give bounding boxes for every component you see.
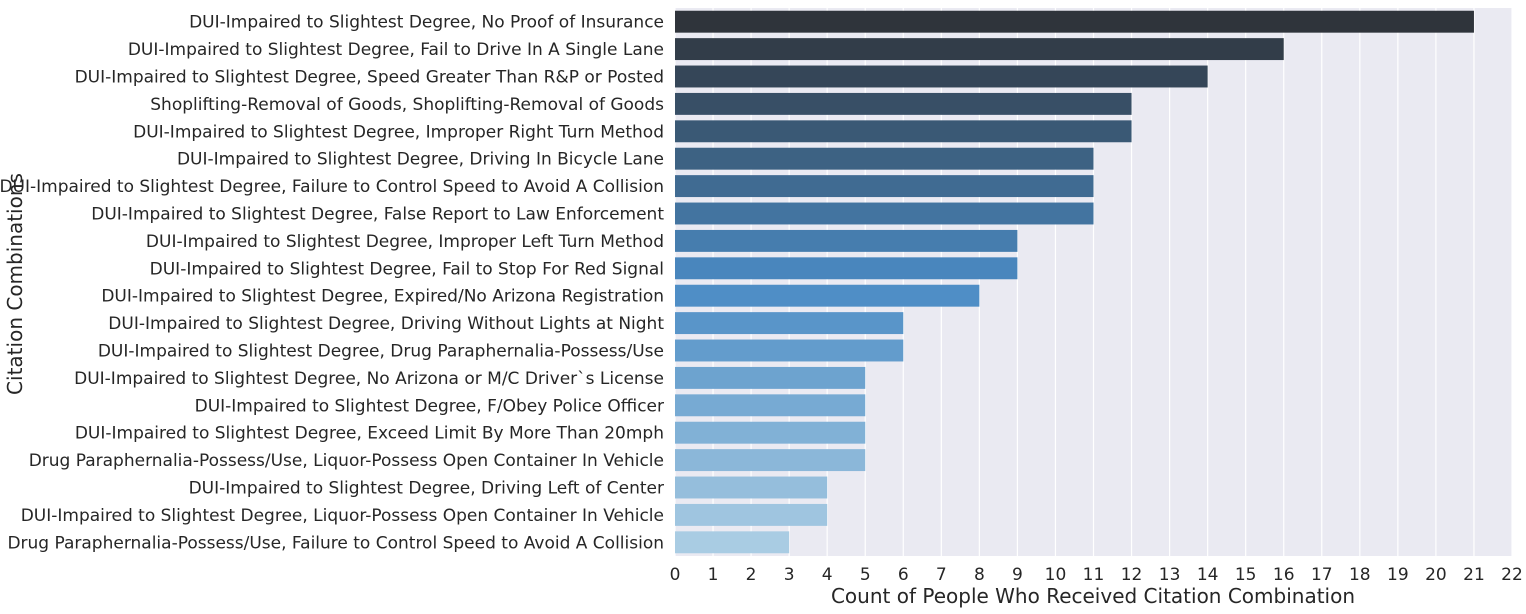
bar [675, 312, 904, 335]
category-label: DUI-Impaired to Slightest Degree, No Pro… [189, 13, 664, 33]
category-label: DUI-Impaired to Slightest Degree, Drivin… [108, 314, 664, 334]
x-axis-title: Count of People Who Received Citation Co… [831, 584, 1355, 608]
x-tick-label: 19 [1387, 565, 1409, 585]
bar [675, 476, 828, 499]
bars [675, 10, 1474, 554]
category-label: DUI-Impaired to Slightest Degree, Improp… [146, 232, 664, 252]
bar [675, 421, 866, 444]
x-tick-label: 20 [1425, 565, 1447, 585]
x-tick-label: 4 [822, 565, 833, 585]
x-tick-label: 8 [974, 565, 985, 585]
category-label: DUI-Impaired to Slightest Degree, Expire… [101, 287, 664, 307]
x-tick-label: 1 [708, 565, 719, 585]
category-label: DUI-Impaired to Slightest Degree, Drug P… [98, 342, 664, 362]
x-tick-label: 0 [670, 565, 681, 585]
bar [675, 65, 1208, 88]
x-tick-label: 14 [1197, 565, 1219, 585]
bar [675, 394, 866, 417]
bar [675, 147, 1094, 170]
x-tick-label: 9 [1012, 565, 1023, 585]
y-axis-title: Citation Combinations [3, 173, 27, 395]
x-tick-label: 11 [1083, 565, 1105, 585]
bar [675, 503, 828, 526]
bar [675, 38, 1284, 61]
bar [675, 366, 866, 389]
category-label: DUI-Impaired to Slightest Degree, Speed … [75, 68, 664, 88]
x-tick-label: 5 [860, 565, 871, 585]
category-label: Drug Paraphernalia-Possess/Use, Liquor-P… [29, 451, 664, 471]
bar [675, 175, 1094, 198]
x-tick-label: 10 [1045, 565, 1067, 585]
bar [675, 202, 1094, 225]
category-label: DUI-Impaired to Slightest Degree, Drivin… [189, 479, 664, 499]
x-tick-label: 6 [898, 565, 909, 585]
category-label: DUI-Impaired to Slightest Degree, Drivin… [177, 150, 664, 170]
x-tick-labels: 0 1 2 3 4 5 6 7 8 9 10 11 12 13 14 15 16 17 18 19 20 21 22 [670, 565, 1523, 585]
bar [675, 284, 980, 307]
category-label: Shoplifting-Removal of Goods, Shopliftin… [150, 95, 664, 115]
bar [675, 531, 790, 554]
x-tick-label: 13 [1159, 565, 1181, 585]
bar [675, 339, 904, 362]
category-label: DUI-Impaired to Slightest Degree, Exceed… [75, 424, 664, 444]
x-tick-label: 16 [1273, 565, 1295, 585]
x-tick-label: 2 [746, 565, 757, 585]
bar [675, 10, 1474, 33]
x-tick-label: 7 [936, 565, 947, 585]
x-tick-label: 22 [1501, 565, 1523, 585]
bar [675, 229, 1018, 252]
category-label: DUI-Impaired to Slightest Degree, F/Obey… [195, 396, 664, 416]
x-tick-label: 15 [1235, 565, 1257, 585]
category-label: DUI-Impaired to Slightest Degree, Fail t… [150, 259, 664, 279]
bar [675, 449, 866, 472]
category-label: DUI-Impaired to Slightest Degree, Liquor… [21, 506, 664, 526]
category-label: DUI-Impaired to Slightest Degree, No Ari… [74, 369, 664, 389]
bar [675, 257, 1018, 280]
category-label: DUI-Impaired to Slightest Degree, Fail t… [128, 40, 664, 60]
x-tick-label: 3 [784, 565, 795, 585]
category-label: DUI-Impaired to Slightest Degree, Failur… [0, 177, 664, 197]
category-label: Drug Paraphernalia-Possess/Use, Failure … [7, 533, 664, 553]
bar [675, 120, 1132, 143]
x-tick-label: 18 [1349, 565, 1371, 585]
bar [675, 92, 1132, 115]
category-labels: DUI-Impaired to Slightest Degree, No Pro… [0, 13, 664, 554]
x-tick-label: 21 [1463, 565, 1485, 585]
x-tick-label: 12 [1121, 565, 1143, 585]
category-label: DUI-Impaired to Slightest Degree, Improp… [133, 122, 664, 142]
x-tick-label: 17 [1311, 565, 1333, 585]
category-label: DUI-Impaired to Slightest Degree, False … [91, 205, 664, 225]
